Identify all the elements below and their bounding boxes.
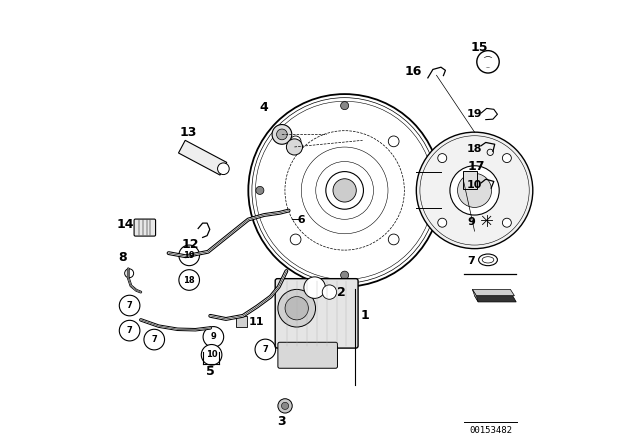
Circle shape: [438, 218, 447, 227]
Bar: [236, 316, 247, 327]
Circle shape: [272, 125, 292, 144]
Circle shape: [304, 277, 325, 298]
Text: 7: 7: [262, 345, 268, 354]
Circle shape: [203, 327, 224, 347]
FancyBboxPatch shape: [134, 219, 156, 236]
Circle shape: [119, 295, 140, 316]
Circle shape: [282, 402, 289, 409]
FancyBboxPatch shape: [278, 342, 337, 368]
Polygon shape: [475, 296, 516, 302]
Circle shape: [287, 139, 303, 155]
Polygon shape: [179, 140, 227, 175]
Text: 9: 9: [467, 217, 475, 227]
Text: 9: 9: [211, 332, 216, 341]
Text: 18: 18: [467, 144, 483, 154]
Text: 16: 16: [404, 65, 422, 78]
Circle shape: [438, 154, 447, 163]
Circle shape: [502, 218, 511, 227]
Circle shape: [144, 329, 164, 350]
Circle shape: [290, 234, 301, 245]
Text: 13: 13: [179, 125, 196, 139]
Circle shape: [326, 172, 364, 209]
Text: 7: 7: [152, 335, 157, 344]
Text: 1: 1: [360, 309, 369, 323]
Text: 14: 14: [116, 218, 134, 232]
Circle shape: [426, 186, 433, 194]
Circle shape: [255, 339, 276, 360]
Text: 18: 18: [184, 276, 195, 284]
Circle shape: [323, 285, 337, 299]
Circle shape: [278, 289, 316, 327]
Text: 19: 19: [184, 251, 195, 260]
Circle shape: [388, 234, 399, 245]
Circle shape: [458, 173, 492, 207]
Circle shape: [340, 271, 349, 279]
Circle shape: [417, 132, 532, 249]
Text: 7: 7: [127, 301, 132, 310]
Ellipse shape: [479, 254, 497, 266]
Circle shape: [276, 129, 287, 140]
Circle shape: [388, 136, 399, 147]
Bar: [463, 171, 477, 189]
FancyBboxPatch shape: [275, 279, 358, 348]
Circle shape: [179, 245, 200, 266]
Circle shape: [201, 345, 222, 365]
Text: 3: 3: [278, 414, 286, 428]
Text: 5: 5: [206, 365, 214, 379]
Text: ─6: ─6: [291, 215, 306, 224]
Circle shape: [502, 154, 511, 163]
Text: 7: 7: [467, 256, 475, 266]
Circle shape: [290, 136, 301, 147]
Polygon shape: [472, 289, 515, 296]
Text: 8: 8: [118, 251, 127, 264]
Text: 10: 10: [467, 180, 483, 190]
Circle shape: [179, 270, 200, 290]
Circle shape: [119, 320, 140, 341]
Circle shape: [450, 166, 499, 215]
Circle shape: [256, 186, 264, 194]
Circle shape: [285, 297, 308, 320]
Text: 7: 7: [127, 326, 132, 335]
Text: 11: 11: [248, 317, 264, 327]
Text: 2: 2: [337, 285, 346, 299]
Text: 15: 15: [470, 40, 488, 54]
Text: 12: 12: [181, 237, 199, 251]
Circle shape: [333, 179, 356, 202]
Circle shape: [278, 399, 292, 413]
Circle shape: [218, 163, 229, 175]
Text: 00153482: 00153482: [470, 426, 513, 435]
Text: 10: 10: [206, 350, 218, 359]
Text: 19: 19: [467, 109, 483, 119]
Circle shape: [340, 102, 349, 110]
Polygon shape: [472, 289, 478, 302]
Text: 4: 4: [260, 101, 268, 114]
Text: 17: 17: [467, 160, 484, 173]
